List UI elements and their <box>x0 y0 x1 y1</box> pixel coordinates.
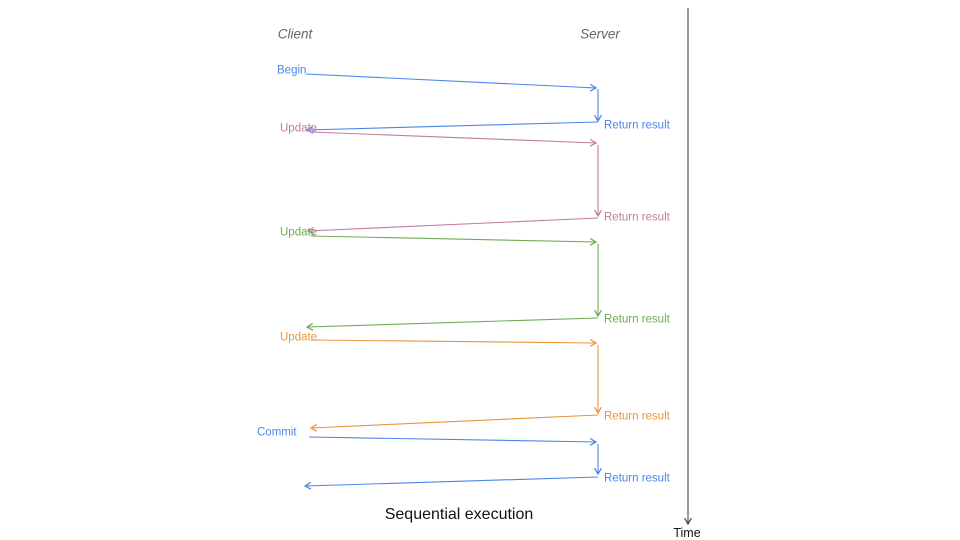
return-result-label-commit-4: Return result <box>604 472 670 485</box>
return-result-label-update-1: Return result <box>604 211 670 224</box>
message-label-begin-0: Begin <box>277 64 307 77</box>
client-lane-header: Client <box>277 26 313 42</box>
request-arrow-commit-4 <box>308 436 598 446</box>
return-result-label-begin-0: Return result <box>604 119 670 132</box>
request-arrow-update-3 <box>310 339 598 347</box>
request-arrow-begin-0 <box>305 73 598 92</box>
message-label-commit-4: Commit <box>257 426 297 439</box>
return-arrow-begin-0 <box>305 121 599 134</box>
diagram-title: Sequential execution <box>384 506 534 523</box>
server-lane-header: Server <box>580 26 620 42</box>
return-arrow-update-3 <box>309 414 599 432</box>
message-label-update-3: Update <box>280 331 318 344</box>
request-arrow-update-2 <box>310 235 598 246</box>
message-label-update-1: Update <box>280 122 318 135</box>
return-arrow-update-1 <box>306 217 599 235</box>
return-arrow-update-2 <box>305 317 599 331</box>
request-arrow-update-1 <box>310 131 598 147</box>
time-axis-label: Time <box>673 526 701 540</box>
return-result-label-update-2: Return result <box>604 313 670 326</box>
return-result-label-update-3: Return result <box>604 410 670 423</box>
return-arrow-commit-4 <box>303 476 599 490</box>
message-label-update-2: Update <box>280 226 318 239</box>
